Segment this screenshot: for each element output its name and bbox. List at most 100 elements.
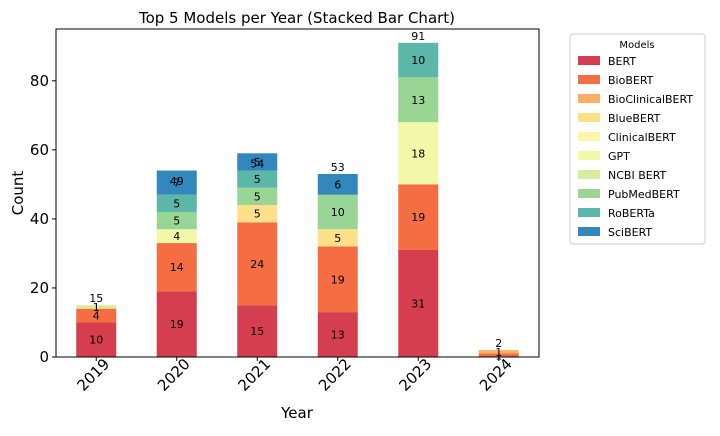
bar-segment-biobert-2023 (398, 184, 439, 250)
x-tick-label: 2023 (395, 355, 435, 395)
y-tick-label: 80 (30, 72, 49, 90)
bar-total-label: 54 (250, 158, 264, 171)
bar-segment-biobert-2021 (237, 222, 278, 306)
bar-segment-label: 6 (334, 178, 341, 191)
bar-segment-label: 13 (331, 329, 345, 342)
bar-segment-label: 5 (173, 197, 180, 210)
y-tick-label: 0 (39, 348, 49, 366)
bar-segment-scibert-2021 (237, 153, 278, 171)
legend-label-biobert: BioBERT (608, 74, 654, 87)
legend-label-pubmedbert: PubMedBERT (608, 188, 680, 201)
legend-swatch-clinicalbert (578, 132, 600, 141)
bar-segment-ncbi-bert-2019 (76, 305, 117, 309)
bar-segment-pubmedbert-2021 (237, 187, 278, 206)
bar-segment-roberta-2020 (156, 194, 197, 212)
bar-segment-pubmedbert-2022 (317, 194, 358, 230)
legend-swatch-biobert (578, 75, 600, 84)
bar-segment-biobert-2024 (478, 353, 519, 357)
bar-segment-scibert-2020 (156, 170, 197, 195)
legend-swatch-bert (578, 56, 600, 65)
bar-segment-pubmedbert-2023 (398, 77, 439, 123)
bar-segment-label: 19 (331, 273, 345, 286)
bar-segment-label: 1 (495, 349, 502, 362)
bar-segment-bert-2020 (156, 291, 197, 357)
bar-segment-label: 1 (495, 346, 502, 359)
bar-total-label: 49 (170, 175, 184, 188)
bar-segment-bert-2021 (237, 305, 278, 357)
bar-segment-label: 7 (173, 177, 180, 190)
bar-segment-label: 19 (411, 211, 425, 224)
y-tick-label: 60 (30, 141, 49, 159)
bar-segment-label: 4 (173, 230, 180, 243)
bar-total-label: 2 (495, 337, 502, 350)
bar-segment-bioclinicalbert-2024 (478, 350, 519, 354)
bar-segment-bert-2022 (317, 312, 358, 357)
legend-label-gpt: GPT (608, 150, 630, 163)
bar-segment-label: 5 (254, 173, 261, 186)
bar-segment-label: 5 (173, 215, 180, 228)
bar-total-label: 91 (411, 30, 425, 43)
bar-segment-label: 5 (334, 232, 341, 245)
legend-swatch-scibert (578, 227, 600, 236)
legend-label-bioclinicalbert: BioClinicalBERT (608, 93, 693, 106)
bar-segment-label: 4 (93, 310, 100, 323)
bar-total-label: 15 (89, 292, 103, 305)
chart-title: Top 5 Models per Year (Stacked Bar Chart… (138, 9, 455, 27)
bar-segment-roberta-2021 (237, 170, 278, 188)
bar-segment-label: 5 (254, 190, 261, 203)
bar-segment-bluebert-2022 (317, 229, 358, 247)
bar-segment-label: 1 (93, 301, 100, 314)
bar-segment-label: 5 (254, 156, 261, 169)
bar-segment-label: 24 (250, 258, 264, 271)
x-tick-label: 2019 (73, 355, 113, 395)
bar-segment-label: 10 (331, 206, 345, 219)
bar-segment-gpt-2023 (398, 122, 439, 185)
legend-swatch-bluebert (578, 113, 600, 122)
x-tick-label: 2020 (154, 355, 194, 395)
bar-segment-label: 15 (250, 325, 264, 338)
bar-total-label: 53 (331, 161, 345, 174)
bar-segment-biobert-2019 (76, 308, 117, 323)
bar-segment-biobert-2020 (156, 243, 197, 292)
bar-segment-scibert-2022 (317, 174, 358, 195)
bar-segment-label: 13 (411, 94, 425, 107)
x-tick-label: 2024 (476, 355, 516, 395)
legend-title: Models (619, 40, 654, 51)
y-tick-label: 20 (30, 279, 49, 297)
legend-label-ncbi-bert: NCBI BERT (608, 169, 667, 182)
bar-segment-label: 19 (170, 318, 184, 331)
bar-segment-pubmedbert-2020 (156, 211, 197, 230)
x-axis-label: Year (280, 404, 314, 422)
legend-label-clinicalbert: ClinicalBERT (608, 131, 676, 144)
bar-segment-bert-2023 (398, 249, 439, 357)
x-tick-label: 2021 (234, 355, 274, 395)
legend-swatch-ncbi-bert (578, 170, 600, 179)
bar-segment-label: 5 (254, 208, 261, 221)
y-tick-label: 40 (30, 210, 49, 228)
legend-swatch-bioclinicalbert (578, 94, 600, 103)
legend-label-roberta: RoBERTa (608, 207, 655, 220)
bar-segment-roberta-2023 (398, 42, 439, 78)
bar-segment-label: 14 (170, 261, 184, 274)
legend-swatch-gpt (578, 151, 600, 160)
legend-swatch-roberta (578, 208, 600, 217)
legend-label-scibert: SciBERT (608, 226, 652, 239)
bar-segment-bluebert-2021 (237, 205, 278, 223)
x-tick-label: 2022 (315, 355, 355, 395)
plot-area: 1041152019191445574920201524555554202113… (30, 28, 540, 395)
bar-segment-gpt-2020 (156, 229, 197, 244)
legend-label-bluebert: BlueBERT (608, 112, 661, 125)
y-axis-label: Count (9, 171, 27, 216)
plot-frame (55, 28, 540, 358)
legend: Models BERT BioBERT BioClinicalBERT BlueBER… (569, 33, 706, 245)
bar-segment-label: 31 (411, 297, 425, 310)
bar-segment-label: 18 (411, 147, 425, 160)
legend-label-bert: BERT (608, 55, 636, 68)
bar-segment-label: 10 (411, 54, 425, 67)
bar-segment-biobert-2022 (317, 246, 358, 313)
legend-frame (569, 33, 706, 245)
bar-segment-label: 10 (89, 334, 103, 347)
legend-swatch-pubmedbert (578, 189, 600, 198)
